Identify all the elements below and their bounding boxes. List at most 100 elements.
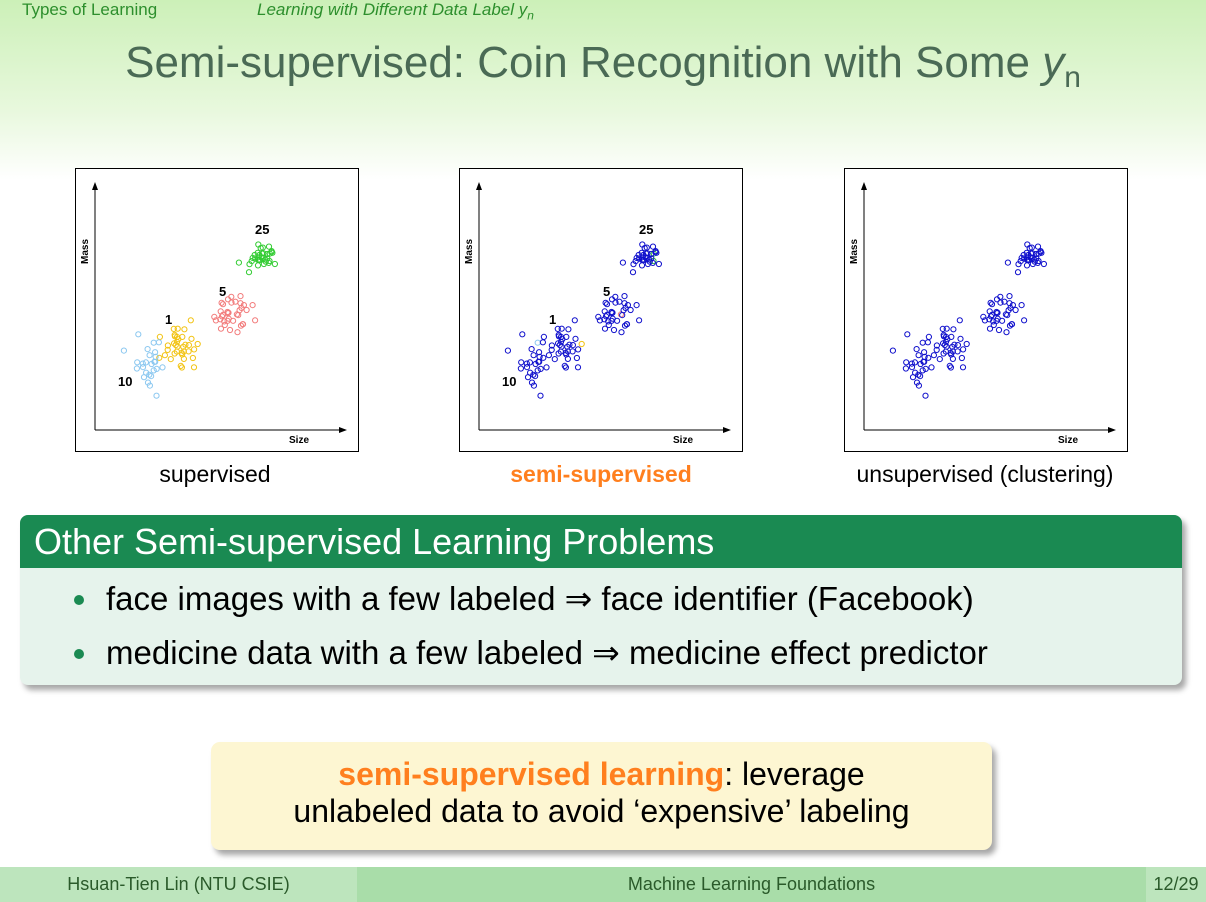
- scatter-point: [504, 347, 512, 354]
- scatter-point: [610, 326, 618, 334]
- scatter-point: [179, 333, 186, 340]
- scatter-point: [523, 360, 530, 367]
- scatter-point: [178, 364, 186, 371]
- scatter-point: [534, 367, 541, 374]
- scatter-point: [911, 359, 919, 366]
- slide-title-var: y: [1042, 38, 1065, 87]
- scatter-point: [1014, 269, 1022, 276]
- scatter-point: [980, 313, 987, 320]
- scatter-point: [1020, 251, 1027, 259]
- scatter-point: [243, 306, 250, 314]
- scatter-point: [939, 325, 946, 332]
- scatter-point: [624, 302, 631, 309]
- scatter-point: [997, 299, 1004, 306]
- scatter-point: [602, 313, 610, 320]
- scatter-point: [644, 250, 651, 257]
- scatter-point: [562, 364, 570, 371]
- caption-semi-supervised: semi-supervised: [510, 461, 692, 487]
- scatter-point: [172, 341, 179, 349]
- scatter-point: [574, 364, 582, 371]
- note-line-1: semi-supervised learning: leverage: [211, 756, 992, 793]
- subsection-sub: n: [527, 8, 534, 23]
- scatter-point: [537, 392, 544, 399]
- scatter-point: [170, 325, 177, 332]
- scatter-point: [212, 317, 219, 324]
- scatter-point: [602, 299, 609, 306]
- scatter-point: [171, 350, 178, 357]
- scatter-point: [940, 350, 947, 357]
- scatter-point: [917, 360, 924, 368]
- scatter-point: [578, 340, 585, 348]
- plot-supervised-svg: Size Mass 25 5 1 10: [75, 168, 359, 452]
- axis-label-mass: Mass: [849, 239, 860, 264]
- subsection-var: y: [518, 0, 528, 19]
- cluster-label-25: 25: [255, 222, 269, 237]
- scatter-point: [246, 261, 253, 268]
- scatter-point: [948, 333, 955, 340]
- scatter-point: [171, 333, 179, 340]
- scatter-point: [609, 309, 616, 316]
- scatter-point: [605, 321, 612, 329]
- scatter-point: [189, 354, 197, 362]
- scatter-point: [904, 331, 911, 338]
- scatter-point: [251, 251, 258, 259]
- scatter-point: [1008, 321, 1015, 328]
- scatter-point: [188, 335, 195, 342]
- plot-unsupervised: Size Mass: [844, 168, 1128, 452]
- scatter-point: [239, 321, 246, 328]
- scatter-point: [915, 352, 922, 359]
- scatter-point: [629, 269, 637, 276]
- scatter-point: [153, 365, 160, 372]
- plot-semi-supervised: Size Mass 25 5 1 10: [459, 168, 743, 452]
- list-item: face images with a few labeled ⇒ face id…: [20, 572, 1182, 626]
- scatter-point: [902, 365, 910, 372]
- scatter-point: [655, 260, 662, 268]
- scatter-point: [930, 352, 938, 359]
- scatter-point: [564, 348, 571, 355]
- scatter-point: [540, 354, 547, 361]
- scatter-point: [532, 373, 539, 380]
- bullet-icon: [74, 595, 84, 605]
- scatter-point: [993, 296, 1001, 303]
- scatter-point: [949, 348, 956, 355]
- scatter-point: [148, 373, 155, 380]
- scatter-point: [167, 356, 174, 363]
- list-item-text: face images with a few labeled ⇒ face id…: [106, 580, 974, 617]
- scatter-point: [548, 346, 555, 353]
- scatter-point: [174, 325, 181, 332]
- scatter-point: [517, 365, 525, 372]
- axis-label-size: Size: [1058, 435, 1078, 446]
- footer: Hsuan-Tien Lin (NTU CSIE) Machine Learni…: [0, 867, 1206, 902]
- scatter-point: [235, 259, 242, 266]
- footer-page: 12/29: [1146, 867, 1206, 902]
- points-supervised: [120, 241, 278, 399]
- scatter-point: [526, 359, 534, 366]
- scatter-point: [994, 309, 1001, 316]
- scatter-point: [924, 339, 932, 346]
- scatter-point: [260, 260, 267, 268]
- scatter-point: [994, 315, 1001, 322]
- scatter-point: [260, 250, 267, 257]
- scatter-point: [245, 269, 253, 276]
- scatter-point: [636, 317, 643, 324]
- scatter-point: [146, 352, 153, 359]
- scatter-point: [1004, 259, 1011, 266]
- scatter-point: [159, 364, 166, 371]
- scatter-point: [635, 251, 642, 259]
- scatter-point: [957, 335, 964, 342]
- cluster-label-1: 1: [549, 312, 556, 327]
- plot-supervised: Size Mass 25 5 1 10: [75, 168, 359, 452]
- scatter-point: [180, 348, 187, 355]
- scatter-point: [139, 364, 147, 371]
- axis-label-mass: Mass: [464, 239, 475, 264]
- scatter-point: [958, 354, 966, 362]
- scatter-point: [218, 313, 226, 320]
- scatter-point: [633, 302, 640, 309]
- scatter-point: [571, 317, 578, 324]
- scatter-point: [142, 359, 150, 366]
- scatter-point: [951, 341, 958, 348]
- scatter-point: [237, 293, 244, 300]
- scatter-point: [211, 313, 218, 320]
- scatter-point: [519, 331, 526, 338]
- scatter-point: [572, 335, 579, 342]
